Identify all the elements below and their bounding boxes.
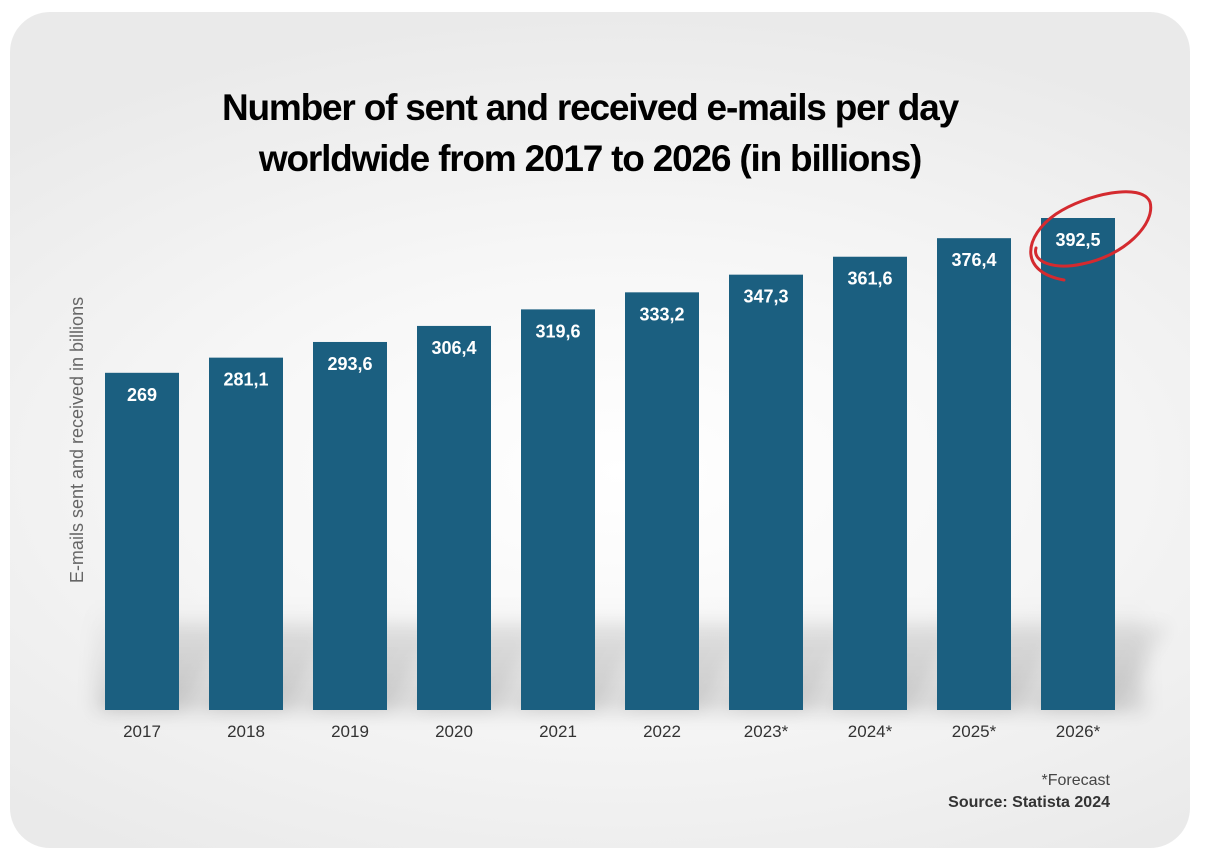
value-labels-group: 269 281,1 293,6 306,4 319,6 333,2 347,3 361,6 37… bbox=[127, 230, 1101, 405]
highlight-circle bbox=[1029, 190, 1153, 282]
bar-2018 bbox=[209, 357, 283, 710]
bar-2021 bbox=[521, 309, 595, 710]
x-tick-label: 2017 bbox=[123, 722, 161, 741]
x-tick-label: 2021 bbox=[539, 722, 577, 741]
bar-2025-forecast bbox=[937, 238, 1011, 710]
value-label: 293,6 bbox=[327, 354, 372, 374]
x-tick-label: 2025* bbox=[952, 722, 997, 741]
bar-chart: 269 281,1 293,6 306,4 319,6 333,2 347,3 361,6 37… bbox=[67, 190, 1170, 741]
chart-title-line-2: worldwide from 2017 to 2026 (in billions… bbox=[258, 138, 922, 179]
value-label: 269 bbox=[127, 385, 157, 405]
x-tick-label: 2018 bbox=[227, 722, 265, 741]
forecast-footnote: *Forecast bbox=[1041, 772, 1110, 789]
source-note: Source: Statista 2024 bbox=[948, 794, 1110, 811]
x-tick-label: 2026* bbox=[1056, 722, 1101, 741]
value-label: 361,6 bbox=[847, 269, 892, 289]
bar-2026-forecast bbox=[1041, 218, 1115, 710]
bar-2017 bbox=[105, 372, 179, 710]
bar-2022 bbox=[625, 292, 699, 710]
bars-group bbox=[105, 218, 1115, 710]
x-tick-labels-group: 2017 2018 2019 2020 2021 2022 2023* 2024* 2025* 2… bbox=[123, 722, 1101, 741]
x-tick-label: 2023* bbox=[744, 722, 789, 741]
x-tick-label: 2024* bbox=[848, 722, 893, 741]
value-label: 347,3 bbox=[743, 287, 788, 307]
bar-2019 bbox=[313, 341, 387, 710]
bar-2020 bbox=[417, 325, 491, 710]
bar-2023-forecast bbox=[729, 274, 803, 710]
y-axis-label: E-mails sent and received in billions bbox=[67, 297, 87, 583]
x-tick-label: 2019 bbox=[331, 722, 369, 741]
chart-title: Number of sent and received e-mails per … bbox=[90, 82, 1090, 184]
value-label: 319,6 bbox=[535, 321, 580, 341]
value-label: 281,1 bbox=[223, 370, 268, 390]
x-tick-label: 2020 bbox=[435, 722, 473, 741]
value-label: 306,4 bbox=[431, 338, 476, 358]
bar-2024-forecast bbox=[833, 256, 907, 710]
chart-title-line-1: Number of sent and received e-mails per … bbox=[222, 87, 959, 128]
value-label: 392,5 bbox=[1055, 230, 1100, 250]
value-label: 376,4 bbox=[951, 250, 996, 270]
value-label: 333,2 bbox=[639, 304, 684, 324]
x-tick-label: 2022 bbox=[643, 722, 681, 741]
chart-card: Number of sent and received e-mails per … bbox=[10, 12, 1190, 848]
